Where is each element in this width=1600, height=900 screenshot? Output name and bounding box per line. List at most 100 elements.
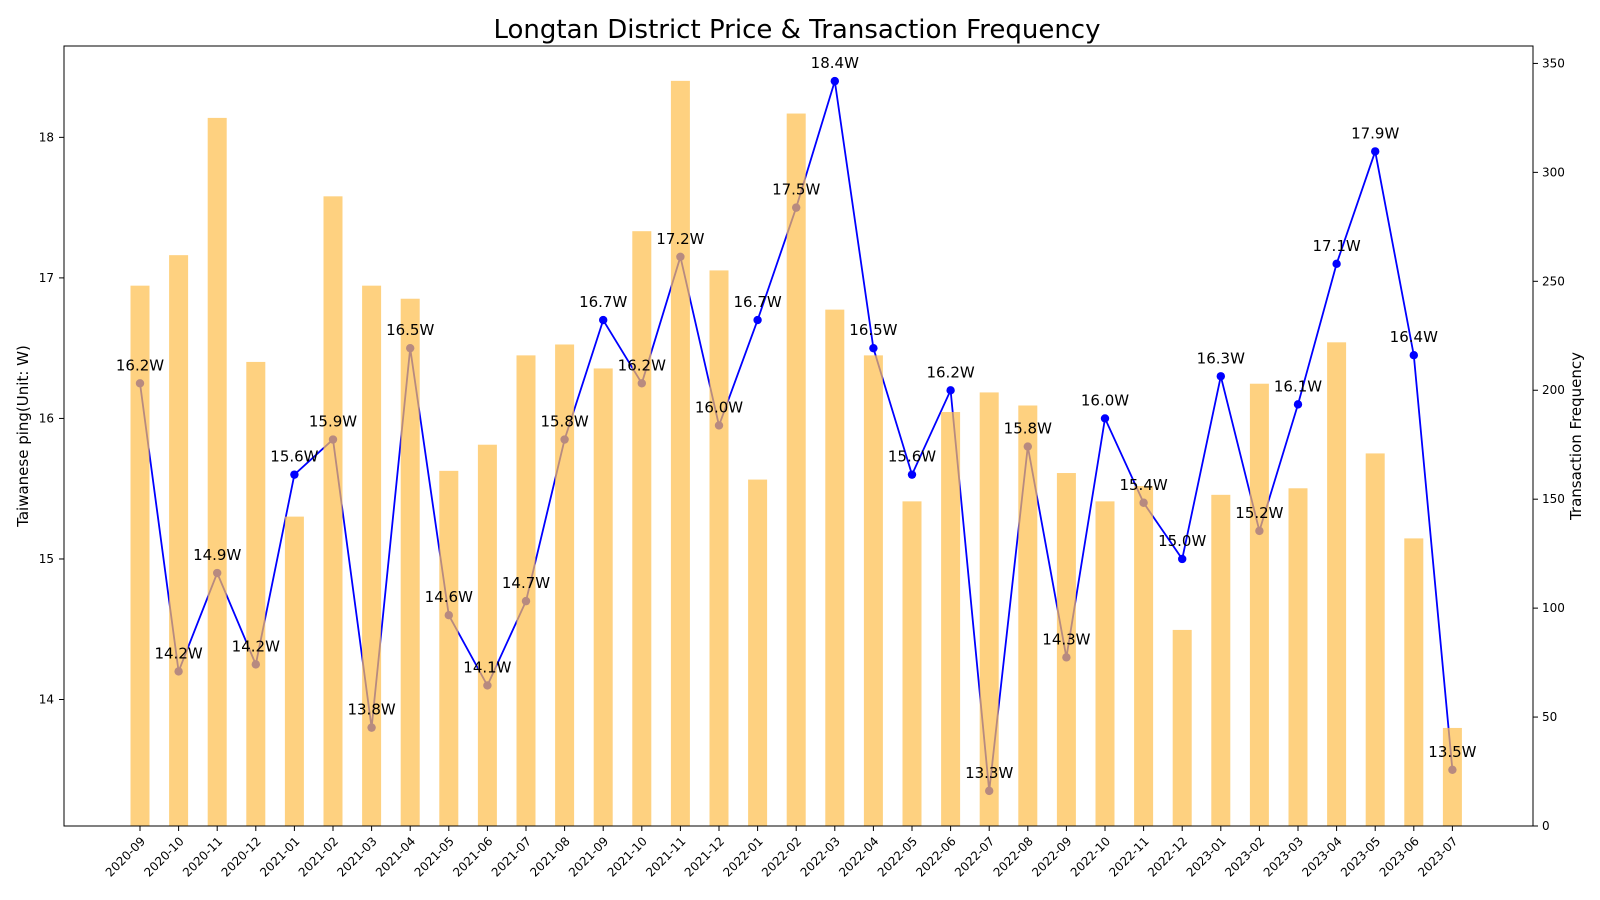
x-tick-label: 2023-04 [1299,834,1344,879]
right-tick-label: 100 [1542,601,1565,615]
frequency-bar [786,113,806,827]
price-data-label: 16.3W [1197,349,1245,367]
frequency-bar [748,479,768,826]
right-tick-label: 200 [1542,383,1565,397]
x-tick-label: 2022-05 [875,834,920,879]
frequency-bar [1134,486,1154,826]
x-tick-label: 2021-12 [682,834,727,879]
price-data-label: 15.6W [270,448,318,466]
frequency-bar [207,117,227,827]
price-point [1216,372,1226,381]
price-data-label: 14.3W [1042,630,1090,648]
x-tick-label: 2021-11 [643,834,688,879]
price-data-label: 15.8W [540,413,588,431]
left-tick-label: 15 [39,552,54,566]
price-data-label: 13.3W [965,764,1013,782]
frequency-bar [1018,405,1038,826]
right-tick-label: 0 [1542,819,1550,833]
x-tick-label: 2020-10 [141,834,186,879]
x-tick-label: 2021-05 [412,834,457,879]
x-tick-label: 2021-03 [334,834,379,879]
x-tick-label: 2022-08 [991,834,1036,879]
x-tick-label: 2023-06 [1377,834,1422,879]
right-tick-label: 250 [1542,274,1565,288]
frequency-bar [362,285,382,826]
frequency-bar [323,196,343,826]
frequency-bar [670,80,690,826]
frequency-bar [1211,494,1231,826]
x-tick-label: 2022-04 [836,834,881,879]
price-data-label: 17.9W [1351,124,1399,142]
frequency-bar [1404,538,1424,826]
price-data-label: 16.7W [733,293,781,311]
frequency-bar [632,231,652,826]
price-data-label: 15.4W [1119,476,1167,494]
bars-layer [130,80,1462,827]
frequency-bar [1327,342,1347,826]
x-tick-label: 2022-02 [759,834,804,879]
x-tick-label: 2022-07 [952,834,997,879]
price-data-label: 14.1W [463,658,511,676]
price-point [1332,259,1341,269]
x-tick-label: 2022-03 [798,834,843,879]
frequency-bar [130,285,150,826]
x-tick-label: 2023-01 [1184,834,1229,879]
frequency-bar [1365,453,1385,826]
price-data-label: 17.2W [656,230,704,248]
price-point [946,386,955,395]
left-axis-title: Taiwanese ping(Unit: W) [14,345,32,528]
x-tick-label: 2022-10 [1068,834,1113,879]
x-axis: 2020-092020-102020-112020-122021-012021-… [103,826,1461,880]
plot-frame [63,45,1534,827]
right-tick-label: 150 [1542,492,1565,506]
right-axis-title: Transaction Frequency [1567,352,1585,521]
frequency-bar [516,355,536,826]
price-data-label: 16.5W [849,321,897,339]
price-point [290,470,299,479]
frequency-bar [825,309,845,826]
price-data-label: 14.2W [232,637,280,655]
frequency-bar [477,444,497,826]
price-data-label: 18.4W [811,54,859,72]
x-tick-label: 2022-01 [720,834,765,879]
price-data-label: 14.2W [154,644,202,662]
price-data-label: 15.0W [1158,532,1206,550]
left-tick-label: 14 [39,693,54,707]
x-tick-label: 2021-10 [605,834,650,879]
frequency-bar [902,501,922,826]
right-tick-label: 300 [1542,165,1565,179]
frequency-bar [1288,488,1308,826]
price-point [869,343,878,353]
frequency-bar [1095,501,1115,826]
price-data-label: 16.0W [1081,391,1129,409]
x-tick-label: 2023-07 [1415,834,1460,879]
frequency-bar [1172,629,1192,826]
price-data-label: 14.7W [502,574,550,592]
price-point [1293,400,1303,409]
price-data-label: 16.5W [386,321,434,339]
frequency-bar [863,355,883,826]
right-tick-label: 350 [1542,56,1565,70]
labels-layer: 16.2W 14.2W 14.9W 14.2W 15.6W 15.9W 13.8W 16.5W… [116,54,1477,782]
x-tick-label: 2020-09 [103,834,148,879]
frequency-bar [439,470,459,826]
left-axis: 14 15 16 17 18 [39,130,64,707]
price-data-label: 17.1W [1312,237,1360,255]
x-tick-label: 2021-02 [296,834,341,879]
x-tick-label: 2022-11 [1106,834,1151,879]
price-data-label: 16.4W [1390,328,1438,346]
x-tick-label: 2021-07 [489,834,534,879]
x-tick-label: 2021-08 [527,834,572,879]
price-data-label: 14.6W [425,588,473,606]
price-data-label: 13.8W [347,701,395,719]
price-point [599,315,608,325]
price-data-label: 16.2W [618,356,666,374]
x-tick-label: 2021-04 [373,834,418,879]
x-tick-label: 2021-06 [450,834,495,879]
x-tick-label: 2020-12 [219,834,264,879]
frequency-bar [1056,473,1076,826]
frequency-bar [709,270,729,826]
price-point [1371,147,1380,156]
price-data-label: 16.2W [116,356,164,374]
